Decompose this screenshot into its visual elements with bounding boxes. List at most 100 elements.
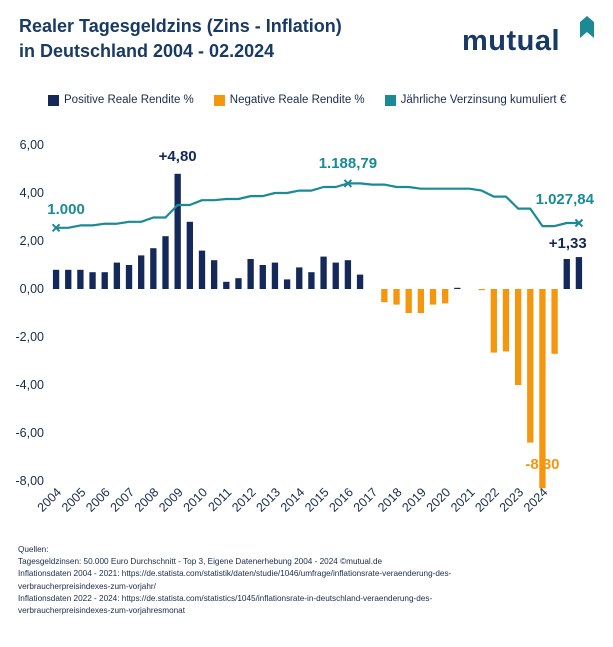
bar [442,289,449,304]
title-line-2: in Deutschland 2004 - 02.2024 [19,41,275,61]
source-line-3: verbraucherpreisindexes-zum-vorjahr/ [18,581,156,591]
x-tick-label: 2012 [229,485,259,515]
bar [296,267,303,289]
x-tick-label: 2015 [302,485,332,515]
annotation-last: +1,33 [549,235,587,252]
source-line-2: Inflationsdaten 2004 - 2021: https://de.… [18,569,452,579]
bar [65,269,72,289]
legend-line-label: Jährliche Verzinsung kumuliert € [400,94,567,106]
legend-positive: Positive Reale Rendite % [48,94,194,106]
legend-positive-swatch [48,94,59,106]
bar [393,289,400,305]
bar [150,248,157,289]
y-tick-label: 4,00 [20,186,44,200]
source-line-1: Tagesgeldzinsen: 50.000 Euro Durchschnit… [18,557,383,567]
x-tick-label: 2024 [521,485,551,515]
bar [575,257,583,289]
bar [539,289,546,489]
line-marker-start [51,223,61,233]
bar [514,289,522,385]
bar [344,260,352,289]
bar [527,289,534,443]
title-line-1: Realer Tagesgeldzins (Zins - Inflation) [19,16,342,36]
x-tick-label: 2022 [472,485,502,515]
bar [405,289,412,313]
x-tick-label: 2013 [253,485,283,515]
y-tick-label: -8,00 [16,474,45,488]
bar [563,259,570,289]
x-tick-label: 2010 [181,485,211,515]
bar [454,287,461,289]
y-tick-label: -6,00 [16,426,45,440]
bar [174,173,181,289]
legend-line: Jährliche Verzinsung kumuliert € [384,94,567,106]
bar [283,279,291,289]
bar [356,274,364,289]
bar [478,289,485,291]
x-tick-label: 2017 [351,485,381,515]
y-tick-label: 2,00 [20,234,44,248]
bar [490,289,497,353]
bar [101,272,108,289]
annotation-low: -8,30 [525,456,559,473]
legend-positive-label: Positive Reale Rendite % [64,94,194,106]
chart-plot: 6,00 4,00 2,00 0,00 -2,00 -4,00 -6,00 -8,002004… [16,138,595,515]
y-tick-label: -2,00 [16,330,45,344]
legend-negative: Negative Reale Rendite % [213,94,365,106]
bar [320,256,327,289]
x-tick-label: 2018 [375,485,405,515]
x-tick-label: 2011 [206,485,235,514]
logo-mark-icon [580,16,594,38]
chart-legend: Positive Reale Rendite % Negative Reale … [48,94,586,106]
x-tick-label: 2004 [35,485,65,515]
x-tick-label: 2007 [108,485,138,515]
sources-heading: Quellen: [18,545,49,554]
bar [502,289,510,352]
x-tick-label: 2016 [326,485,356,515]
bar [113,262,121,289]
bar [259,265,266,289]
bar [417,289,425,313]
bar [308,272,315,289]
bar [223,281,230,289]
bar [332,262,339,289]
line-series [56,182,579,229]
source-line-4: Inflationsdaten 2022 - 2024: https://de.… [18,593,433,603]
x-tick-label: 2008 [132,485,162,515]
bar [210,260,218,289]
y-tick-label: -4,00 [16,378,45,392]
line-marker-mid [343,179,353,188]
x-tick-label: 2021 [448,485,478,515]
bar [235,278,242,289]
bar [551,289,558,354]
chart-title: Realer Tagesgeldzins (Zins - Inflation) … [19,14,439,64]
legend-line-swatch [384,94,396,106]
bar [271,262,279,289]
bar [125,265,133,289]
bar [247,259,254,289]
x-tick-label: 2014 [278,485,308,515]
legend-negative-swatch [213,94,225,106]
y-tick-label: 0,00 [20,282,44,296]
bar [138,255,145,289]
bar [381,289,388,303]
x-tick-label: 2006 [83,485,113,515]
x-tick-label: 2019 [399,485,429,515]
annotation-start-value: 1.000 [47,201,85,218]
bar [186,221,193,289]
y-tick-label: 6,00 [20,138,44,152]
bar [89,272,96,289]
bar [162,236,169,289]
mutual-logo: mutual [462,16,594,57]
legend-negative-label: Negative Reale Rendite % [229,94,365,106]
annotation-peak: +4,80 [159,148,197,165]
logo-text: mutual [462,25,560,57]
bar [429,289,437,305]
annotation-mid-value: 1.188,79 [319,155,377,172]
line-marker-end [574,218,584,228]
annotation-end-value: 1.027,84 [536,191,595,208]
x-tick-label: 2020 [424,485,454,515]
x-tick-label: 2005 [59,485,89,515]
bar [198,250,206,289]
sources: Quellen: Tagesgeldzinsen: 50.000 Euro Du… [18,544,598,617]
